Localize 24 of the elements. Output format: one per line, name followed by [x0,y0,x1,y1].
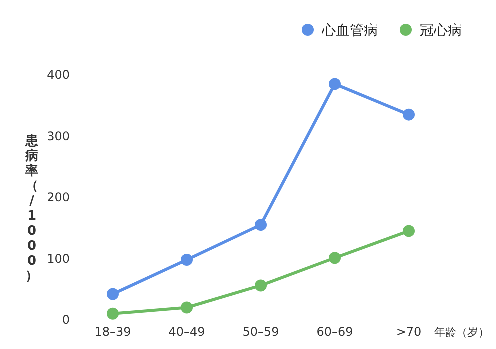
x-tick-label: >70 [396,325,422,339]
x-tick-label: 40–49 [168,325,206,339]
point [403,108,415,121]
point [107,288,119,300]
legend-label: 冠心病 [420,23,462,39]
y-tick-label: 100 [47,252,70,266]
point [329,252,341,264]
x-tick-label: 60–69 [316,325,354,339]
legend-label: 心血管病 [321,23,378,39]
point [107,308,119,320]
point [255,219,267,232]
text: 患病率（/1000） [26,134,38,284]
x-tick-label: 18–39 [94,325,132,339]
x-axis-title: 年龄（岁） [434,326,490,339]
y-tick-label: 400 [47,68,70,82]
y-tick-label: 200 [47,190,70,204]
y-tick-label: 300 [47,129,70,144]
point [329,78,341,90]
y-tick-label: 0 [62,313,70,327]
point [403,225,415,238]
x-tick-label: 50–59 [242,325,280,339]
point [255,280,267,292]
point [181,302,193,314]
point [181,254,193,266]
